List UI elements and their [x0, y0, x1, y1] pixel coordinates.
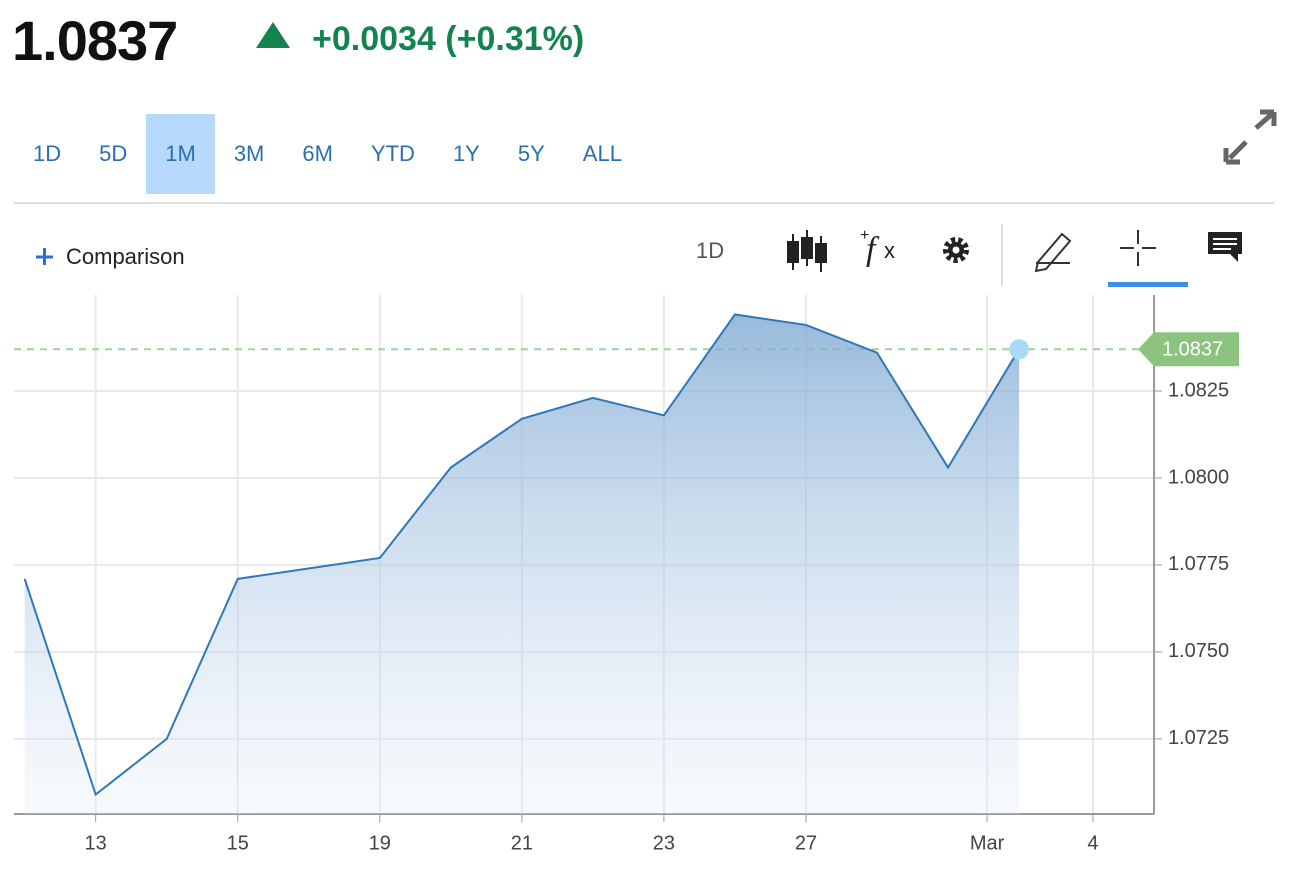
y-tick-label: 1.0775: [1168, 553, 1229, 575]
range-button[interactable]: 3M: [233, 141, 265, 166]
range-button[interactable]: 1M: [146, 114, 215, 194]
range-button[interactable]: 6M: [302, 141, 333, 166]
draw-icon[interactable]: [1034, 232, 1072, 273]
x-tick-label: Mar: [970, 832, 1005, 854]
x-tick-label: 15: [227, 832, 249, 854]
x-tick-label: 27: [795, 832, 817, 854]
price-change: +0.0034 (+0.31%): [312, 20, 585, 58]
expand-icon[interactable]: [1223, 109, 1277, 165]
range-button[interactable]: ALL: [582, 141, 622, 166]
comment-icon[interactable]: [1208, 232, 1242, 262]
comparison-button[interactable]: Comparison: [66, 244, 185, 269]
candles-icon[interactable]: [787, 230, 827, 272]
crosshair-icon[interactable]: [1120, 230, 1156, 266]
x-tick-label: 23: [653, 832, 675, 854]
y-tick-label: 1.0800: [1168, 466, 1229, 488]
last-price-badge: [1138, 332, 1239, 367]
svg-text:+: +: [860, 227, 869, 244]
range-button[interactable]: 5D: [99, 141, 128, 166]
svg-text:f: f: [866, 231, 880, 268]
x-tick-label: 4: [1087, 832, 1098, 854]
comment-lines: [1213, 238, 1237, 250]
y-tick-label: 1.0825: [1168, 379, 1229, 401]
range-button[interactable]: YTD: [370, 141, 415, 166]
interval-button[interactable]: 1D: [696, 238, 725, 263]
price: 1.0837: [12, 9, 178, 72]
range-button[interactable]: 1Y: [452, 141, 480, 166]
last-point: [1009, 339, 1030, 360]
x-tick-label: 21: [511, 832, 533, 854]
active-tool-indicator: [1108, 282, 1188, 287]
area-fill: [24, 314, 1020, 814]
range-button[interactable]: 1D: [33, 141, 62, 166]
settings-icon[interactable]: [943, 237, 969, 263]
range-button[interactable]: 5Y: [517, 141, 545, 166]
plus-icon[interactable]: [36, 248, 53, 265]
x-tick-label: 13: [85, 832, 107, 854]
up-arrow: [256, 22, 290, 48]
range-selector: 1D 5D 1M 3M 6M YTD 1Y 5Y ALL: [14, 114, 641, 194]
separator: [14, 202, 1274, 204]
y-tick-label: 1.0750: [1168, 640, 1229, 662]
fx-icon[interactable]: +f x: [860, 227, 895, 268]
svg-text:x: x: [884, 238, 895, 263]
last-price-label: 1.0837: [1162, 339, 1223, 361]
line: [23, 313, 1020, 797]
y-tick-label: 1.0725: [1168, 727, 1229, 749]
x-tick-label: 19: [369, 832, 391, 854]
